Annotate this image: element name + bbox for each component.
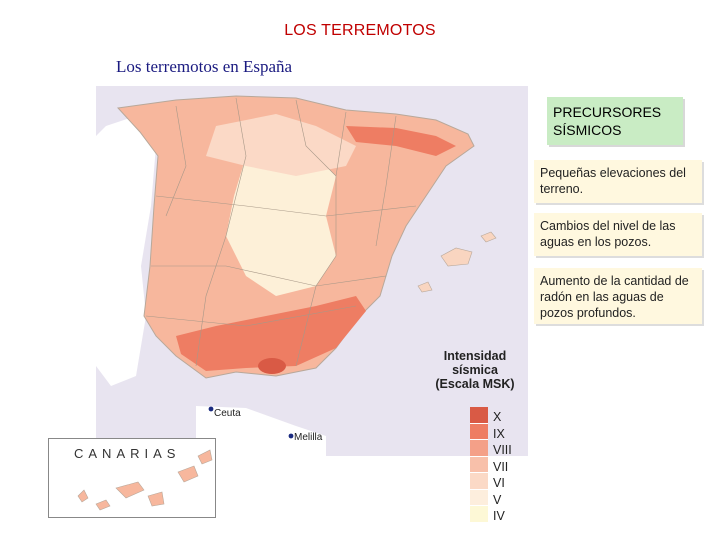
legend-level-vii: VII [493,459,509,474]
precursor-item-2: Cambios del nivel de las aguas en los po… [534,213,702,256]
legend-level-vi: VI [493,476,505,490]
menorca-island [480,231,497,243]
portugal-land [96,116,156,386]
legend-level-ix: IX [493,426,505,441]
province-borders [145,97,417,367]
northern-zone [206,114,356,176]
legend-title-line-2: sísmica [452,363,498,377]
melilla-marker [288,433,294,439]
precursor-item-1: Pequeñas elevaciones del terreno. [534,160,702,203]
precursor-item-3: Aumento de la cantidad de radón en las a… [534,268,702,324]
legend-swatch-viii [470,440,488,457]
la-gomera-island [95,499,111,511]
lanzarote-island [197,449,213,465]
spain-seismic-map [96,86,528,456]
ibiza-island [417,281,433,293]
south-high-zone [176,296,366,371]
canarias-label: CANARIAS [74,446,181,461]
legend-level-x: X [493,410,502,424]
mallorca-island [440,247,473,267]
legend-swatch-vii [470,456,488,473]
tenerife-island [115,481,145,499]
legend-title: Intensidad sísmica (Escala MSK) [420,349,530,391]
la-palma-island [77,489,89,503]
legend-swatch-v [470,489,488,506]
legend-levels: X IX VIII VII VI V IV [493,409,512,525]
precursors-heading: PRECURSORES SÍSMICOS [547,97,683,145]
fuerteventura-island [177,465,199,483]
legend-level-iv: IV [493,509,505,523]
legend-level-viii: VIII [493,443,512,457]
central-low-zone [226,146,336,296]
ceuta-marker [208,406,214,412]
gran-canaria-island [147,491,165,507]
legend-swatches [470,407,488,523]
canarias-inset [48,438,216,518]
legend-swatch-iv [470,506,488,523]
granada-max-zone [258,358,286,374]
legend-swatch-ix [470,423,488,440]
africa-land [196,406,326,456]
legend-level-v: V [493,492,502,507]
legend-swatch-vi [470,473,488,490]
melilla-label: Melilla [294,432,323,443]
legend-swatch-x [470,407,488,424]
page-title: LOS TERREMOTOS [284,22,436,39]
legend-title-line-3: (Escala MSK) [435,377,515,391]
page-subtitle: Los terremotos en España [116,57,293,76]
legend-title-line-1: Intensidad [443,349,507,363]
ceuta-label: Ceuta [214,408,241,419]
pyrenees-zone [346,126,456,156]
